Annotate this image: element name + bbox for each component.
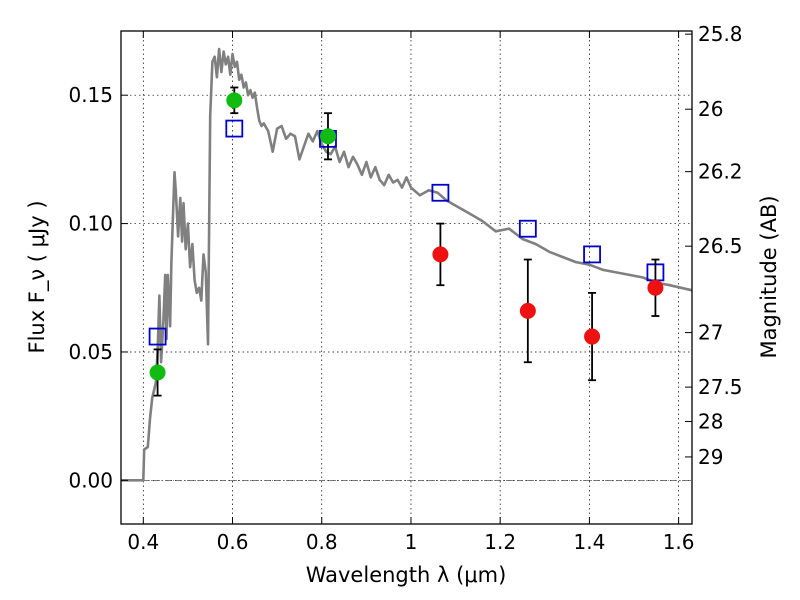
photometry-point xyxy=(647,279,664,296)
y-tick-label: 0.10 xyxy=(68,212,113,236)
photometry-point xyxy=(149,364,166,381)
right-tick-label: 29 xyxy=(698,445,723,469)
grid-lines xyxy=(121,31,692,524)
right-tick-label: 27.5 xyxy=(698,375,743,399)
model-square-marker xyxy=(583,245,601,264)
x-tick-label: 0.8 xyxy=(306,530,338,554)
photometry-point xyxy=(319,128,336,145)
model-square-marker xyxy=(431,183,450,202)
x-tick-label: 0.6 xyxy=(217,530,249,554)
right-axis-label: Magnitude (AB) xyxy=(757,195,781,358)
right-tick-label: 25.8 xyxy=(698,22,743,46)
axes: 0.4 0.6 0.8 1 1.2 1.4 1.6 0.00 0.05 0.10 0.15 25.8 2… xyxy=(68,22,742,554)
right-tick-label: 28 xyxy=(698,410,723,434)
x-tick-label: 1.4 xyxy=(573,530,605,554)
plot-frame xyxy=(120,30,693,525)
x-tick-label: 1.6 xyxy=(663,530,695,554)
photometry-point xyxy=(584,328,601,345)
model-square-marker xyxy=(225,119,244,138)
y-tick-label: 0.15 xyxy=(68,83,113,107)
model-square-marker xyxy=(148,327,167,346)
right-tick-label: 26.2 xyxy=(698,160,743,184)
y-tick-label: 0.00 xyxy=(68,468,113,492)
model-square-marker xyxy=(518,219,537,238)
right-tick-label: 27 xyxy=(698,321,723,345)
plot-area xyxy=(121,47,693,482)
photometry-point xyxy=(226,92,243,109)
y-axis-label: Flux F_ν ( μJy ) xyxy=(25,200,50,353)
photometry-point xyxy=(432,246,449,263)
x-tick-label: 1 xyxy=(405,530,418,554)
x-axis-label: Wavelength λ (μm) xyxy=(306,563,507,587)
x-tick-label: 0.4 xyxy=(127,530,159,554)
right-tick-label: 26 xyxy=(698,97,723,121)
template-spectrum-line xyxy=(121,47,693,482)
photometry-point xyxy=(519,302,536,319)
x-tick-label: 1.2 xyxy=(484,530,516,554)
y-tick-label: 0.05 xyxy=(68,340,113,364)
right-tick-label: 26.5 xyxy=(698,234,743,258)
